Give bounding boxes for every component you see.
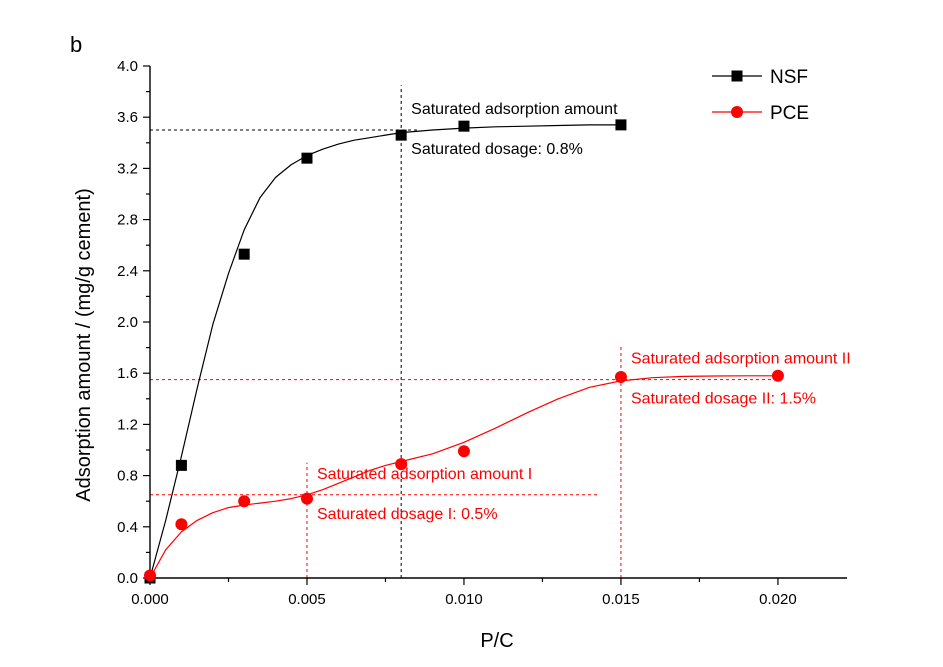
y-tick-label: 1.6: [117, 365, 138, 382]
y-tick-label: 2.4: [117, 263, 138, 280]
y-tick-label: 2.8: [117, 212, 138, 229]
y-tick-label: 0.0: [117, 570, 138, 587]
data-point-nsf: [175, 459, 187, 471]
legend-label-pce: PCE: [770, 103, 809, 124]
data-point-nsf: [238, 248, 250, 260]
annotation-bottom-3: Saturated dosage II: 1.5%: [631, 391, 816, 408]
fit-curves: [149, 124, 778, 579]
x-tick-label: 0.000: [131, 591, 169, 608]
x-axis-title: P/C: [480, 630, 513, 652]
y-tick-label: 3.2: [117, 160, 138, 177]
legend-label-nsf: NSF: [770, 67, 808, 88]
axes: 0.000 0.005 0.010 0.015 0.020 0.0 0.4 0.8 1.2 1.6…: [117, 58, 847, 608]
annotation-top-1: Saturated adsorption amount: [411, 101, 618, 118]
data-point-pce: [771, 369, 784, 382]
annotations: Saturated adsorption amount Saturated dos…: [317, 101, 851, 523]
x-tick-label: 0.005: [288, 591, 326, 608]
data-point-pce: [300, 492, 313, 505]
legend-marker-nsf: [731, 70, 743, 82]
annotation-top-2: Saturated adsorption amount I: [317, 466, 532, 483]
fit-curve-pce: [149, 375, 778, 579]
fit-curve-nsf: [149, 124, 621, 579]
annotation-bottom-2: Saturated dosage I: 0.5%: [317, 506, 498, 523]
annotation-bottom-1: Saturated dosage: 0.8%: [411, 141, 583, 158]
data-point-nsf: [395, 129, 407, 141]
data-points: [144, 119, 784, 584]
data-point-pce: [395, 458, 408, 471]
data-point-pce: [175, 518, 188, 531]
data-point-nsf: [615, 119, 627, 131]
x-tick-label: 0.020: [759, 591, 797, 608]
data-point-pce: [614, 371, 627, 384]
legend-marker-pce: [731, 106, 743, 118]
y-tick-label: 0.8: [117, 468, 138, 485]
data-point-pce: [144, 569, 156, 582]
y-tick-label: 0.4: [117, 519, 138, 536]
data-point-pce: [457, 445, 470, 458]
annotation-top-3: Saturated adsorption amount II: [631, 351, 851, 368]
y-tick-label: 1.2: [117, 416, 138, 433]
data-point-nsf: [458, 120, 470, 132]
guide-lines: [150, 85, 778, 578]
y-axis-title: Adsorption amount / (mg/g cement): [73, 188, 95, 501]
y-tick-label: 2.0: [117, 314, 138, 331]
data-point-pce: [238, 495, 251, 508]
legend: NSF PCE: [712, 67, 809, 124]
panel-label: b: [70, 32, 82, 57]
data-point-nsf: [301, 152, 313, 164]
x-tick-label: 0.010: [445, 591, 483, 608]
y-tick-label: 4.0: [117, 58, 138, 75]
y-tick-label: 3.6: [117, 109, 138, 126]
x-tick-label: 0.015: [602, 591, 640, 608]
